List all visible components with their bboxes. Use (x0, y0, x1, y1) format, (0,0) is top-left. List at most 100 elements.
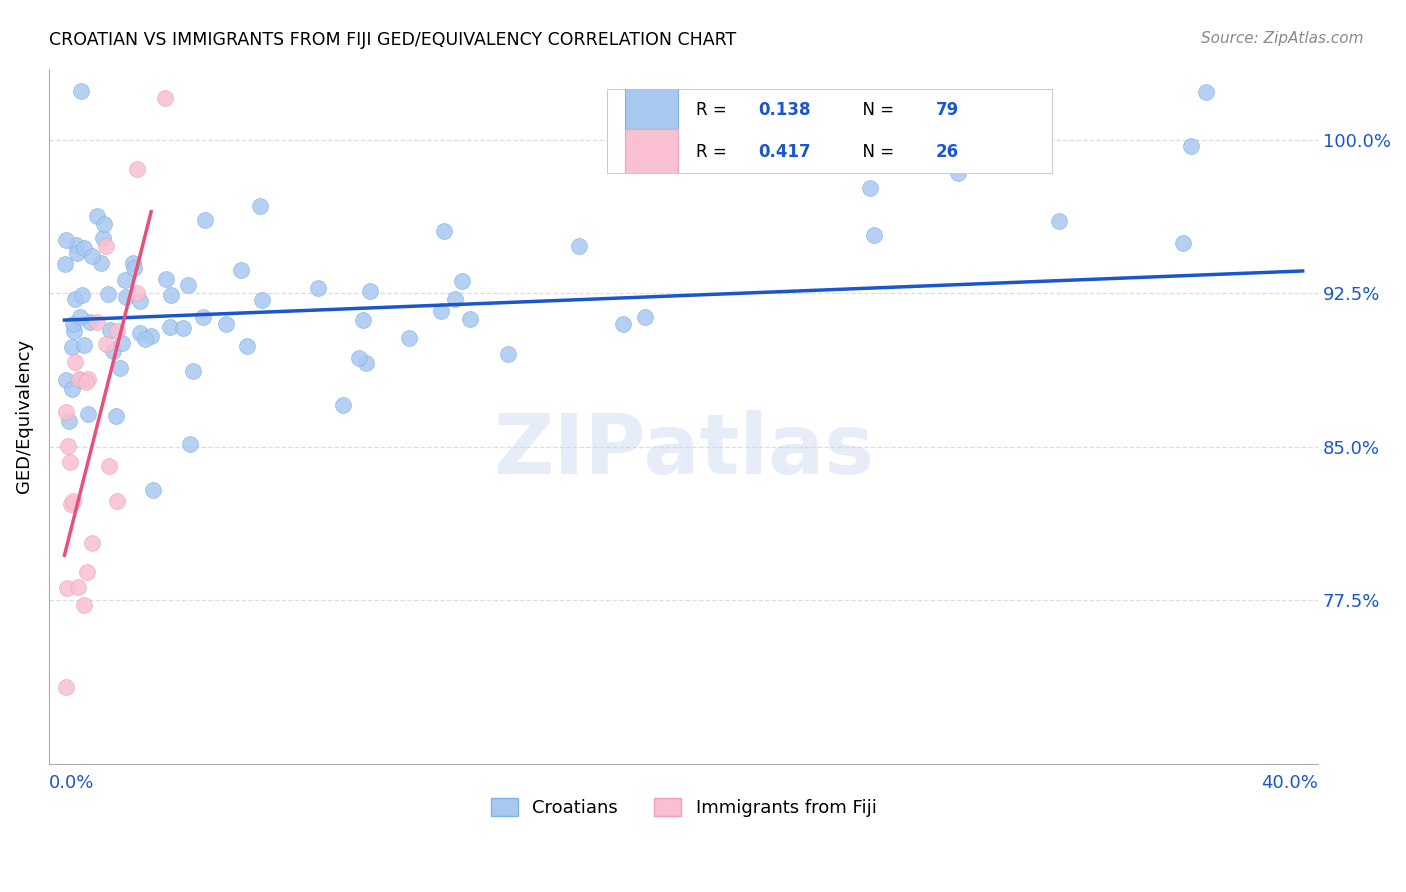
Point (134, 332, 156, 346)
Point (70, 374, 93, 388)
Point (77, 372, 100, 386)
Point (59, 497, 82, 511)
Point (332, 399, 354, 413)
Point (672, 158, 695, 172)
Text: CROATIAN VS IMMIGRANTS FROM FIJI GED/EQUIVALENCY CORRELATION CHART: CROATIAN VS IMMIGRANTS FROM FIJI GED/EQU… (49, 31, 737, 49)
Point (145, 49, 167, 63)
Point (62, 494, 84, 508)
Point (634, 310, 657, 324)
Text: ZIPatlas: ZIPatlas (494, 410, 875, 491)
Point (93, 231, 115, 245)
Point (86, 315, 108, 329)
Point (352, 312, 374, 326)
Point (193, 310, 215, 325)
Point (60, 382, 83, 396)
Point (863, 227, 886, 242)
Point (97, 459, 120, 474)
Point (59, 455, 82, 469)
Point (56, 439, 79, 453)
Point (307, 281, 329, 295)
Point (73, 241, 96, 255)
Point (98, 323, 121, 337)
Point (236, 339, 259, 353)
Point (1195, 85, 1218, 99)
Point (451, 274, 474, 288)
Point (430, 304, 453, 318)
Point (62, 324, 84, 338)
Point (62, 318, 84, 332)
Point (111, 336, 134, 351)
Point (125, 161, 148, 176)
Legend: Croatians, Immigrants from Fiji: Croatians, Immigrants from Fiji (484, 790, 884, 824)
Point (354, 355, 377, 369)
Point (946, 165, 969, 179)
Point (172, 321, 194, 335)
Point (67, 372, 90, 386)
Text: 40.0%: 40.0% (1261, 774, 1319, 792)
Point (65, 355, 87, 369)
Y-axis label: GED/Equivalency: GED/Equivalency (15, 339, 32, 493)
Point (115, 290, 138, 304)
Text: 0.0%: 0.0% (49, 774, 94, 792)
Point (73, 338, 96, 352)
Point (159, 319, 181, 334)
Point (129, 326, 152, 341)
Point (60, 340, 83, 354)
Point (1180, 139, 1202, 153)
Point (53, 257, 76, 271)
Point (139, 329, 162, 343)
Point (103, 344, 125, 359)
Point (69, 310, 91, 325)
Point (108, 360, 131, 375)
Point (76, 407, 98, 421)
Point (568, 239, 591, 253)
Point (90, 256, 112, 270)
Point (58, 414, 80, 428)
Point (79, 315, 101, 329)
Point (80, 249, 103, 263)
Point (250, 293, 273, 308)
Point (142, 483, 165, 498)
Point (498, 346, 520, 360)
Point (105, 493, 128, 508)
Point (70, 288, 93, 302)
Point (75, 375, 97, 389)
Point (359, 284, 381, 298)
Point (93, 217, 115, 231)
Point (76, 565, 98, 579)
Point (55, 581, 77, 595)
Point (105, 324, 128, 338)
Point (114, 273, 136, 287)
Point (82, 536, 104, 550)
Point (66, 580, 89, 594)
Point (86, 209, 108, 223)
Point (105, 409, 128, 423)
Point (73, 598, 96, 612)
Point (249, 199, 271, 213)
Point (194, 213, 217, 227)
Point (1047, 214, 1070, 228)
Point (215, 317, 238, 331)
Point (122, 256, 145, 270)
Point (65, 237, 87, 252)
Point (96, 239, 118, 253)
Point (849, 139, 872, 153)
Point (122, 260, 145, 275)
Point (66, 246, 89, 260)
Point (432, 224, 454, 238)
Point (94, 337, 117, 351)
Text: Source: ZipAtlas.com: Source: ZipAtlas.com (1201, 31, 1364, 46)
Point (179, 437, 201, 451)
Point (612, 317, 634, 331)
Point (55, 680, 77, 694)
Point (1171, 235, 1194, 250)
Point (398, 331, 420, 345)
Point (349, 351, 371, 365)
Point (229, 263, 252, 277)
Point (55, 233, 77, 247)
Point (443, 292, 465, 306)
Point (55, 374, 77, 388)
Point (153, 91, 176, 105)
Point (63, 292, 86, 306)
Point (55, 405, 77, 419)
